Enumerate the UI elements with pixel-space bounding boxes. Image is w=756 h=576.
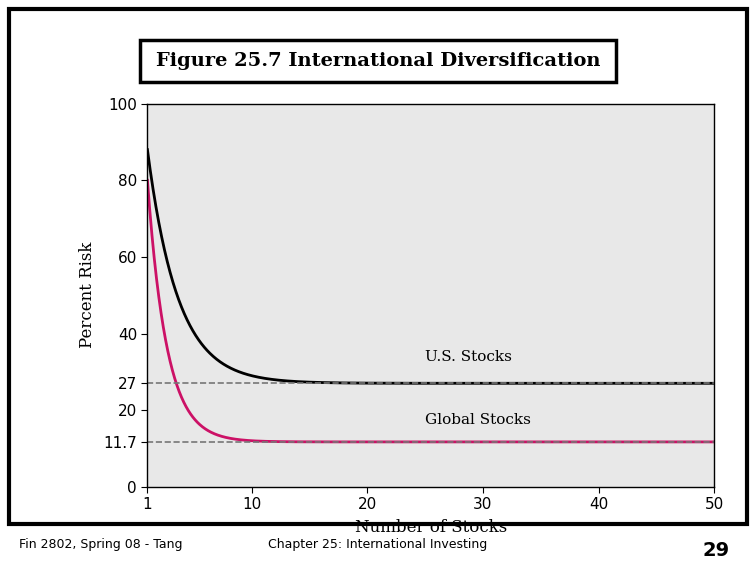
Text: U.S. Stocks: U.S. Stocks bbox=[425, 350, 512, 364]
Text: Chapter 25: International Investing: Chapter 25: International Investing bbox=[268, 538, 488, 551]
Text: Fin 2802, Spring 08 - Tang: Fin 2802, Spring 08 - Tang bbox=[19, 538, 182, 551]
Y-axis label: Percent Risk: Percent Risk bbox=[79, 242, 96, 348]
X-axis label: Number of Stocks: Number of Stocks bbox=[355, 519, 507, 536]
Text: 29: 29 bbox=[702, 541, 730, 559]
Text: Global Stocks: Global Stocks bbox=[425, 414, 531, 427]
Text: Figure 25.7 International Diversification: Figure 25.7 International Diversificatio… bbox=[156, 52, 600, 70]
